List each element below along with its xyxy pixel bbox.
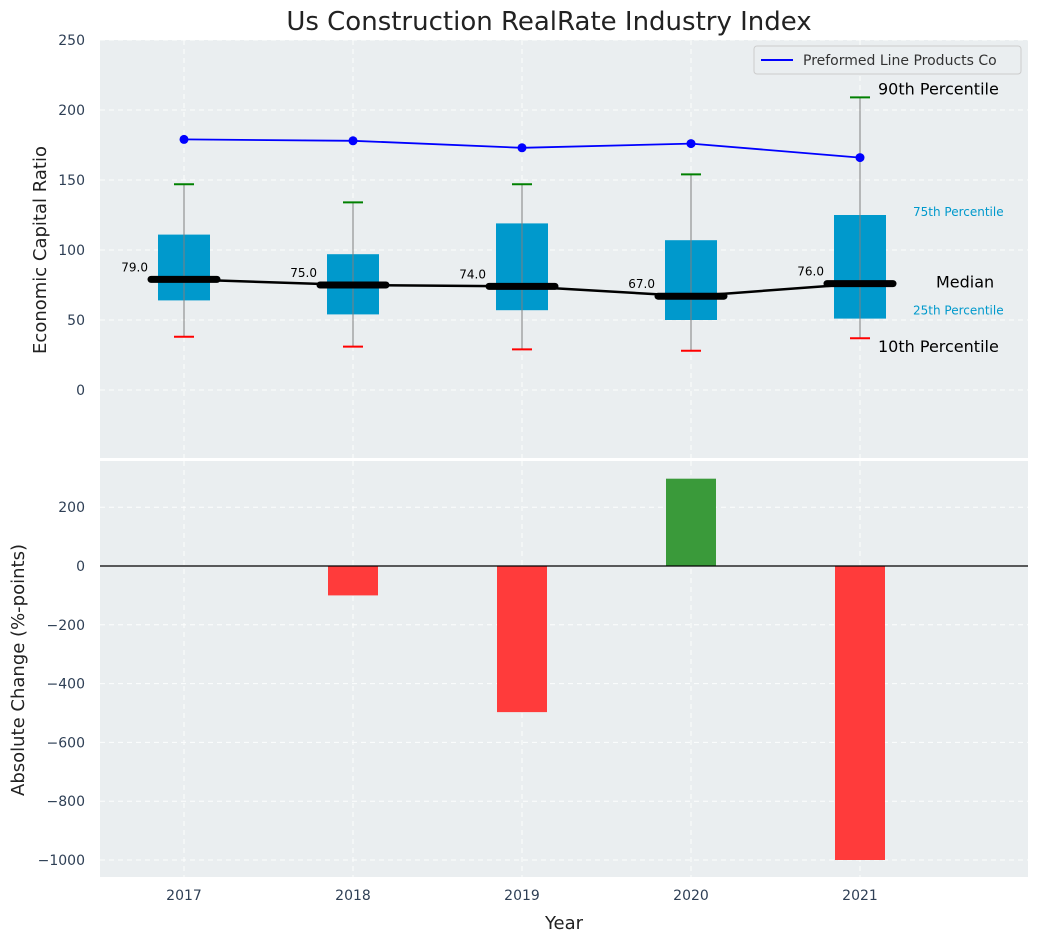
x-axis-label: Year — [544, 913, 584, 934]
bottom-y-axis-label: Absolute Change (%-points) — [8, 544, 29, 796]
p90-annotation: 90th Percentile — [878, 79, 999, 98]
change-bar-2021 — [835, 566, 885, 860]
top-y-tick-label: 100 — [58, 243, 85, 259]
top-y-axis-label: Economic Capital Ratio — [30, 146, 51, 354]
x-tick-label: 2019 — [504, 888, 540, 904]
bottom-y-tick-label: −1000 — [38, 853, 85, 869]
legend-box — [753, 45, 1022, 75]
p10-annotation: 10th Percentile — [878, 337, 999, 356]
p75-annotation: 75th Percentile — [913, 205, 1004, 219]
bottom-y-tick-label: 0 — [76, 559, 85, 575]
bottom-y-tick-label: −200 — [47, 618, 85, 634]
change-bar-2018 — [328, 566, 378, 596]
top-y-tick-label: 200 — [58, 103, 85, 119]
x-tick-label: 2021 — [842, 888, 878, 904]
company-point — [179, 134, 189, 144]
x-tick-label: 2017 — [166, 888, 202, 904]
top-y-tick-labels: 0 50 100 150 200 250 — [58, 33, 85, 399]
bottom-y-tick-labels: −1000 −800 −600 −400 −200 0 200 — [38, 500, 85, 869]
x-tick-labels: 2017 2018 2019 2020 2021 — [166, 888, 878, 904]
change-bar-2019 — [497, 566, 547, 713]
x-tick-label: 2020 — [673, 888, 709, 904]
box-plots — [158, 96, 886, 352]
change-bars — [328, 478, 885, 860]
top-panel: 0 50 100 150 200 250 Economic Capital Ratio 7… — [30, 33, 1028, 458]
top-y-tick-label: 0 — [76, 383, 85, 399]
company-point — [855, 153, 865, 163]
company-point — [686, 139, 696, 149]
company-point — [348, 136, 358, 146]
company-point — [517, 143, 527, 153]
box-2019 — [496, 183, 548, 351]
legend-label: Preformed Line Products Co — [803, 53, 997, 69]
median-value-label: 67.0 — [628, 277, 655, 291]
bottom-plot-area — [100, 461, 1028, 877]
bottom-y-tick-label: 200 — [58, 500, 85, 516]
top-y-tick-label: 150 — [58, 173, 85, 189]
bottom-y-tick-label: −600 — [47, 735, 85, 751]
median-annotation: Median — [936, 273, 994, 292]
median-value-label: 79.0 — [121, 260, 148, 274]
median-trend: 79.0 75.0 74.0 67.0 76.0 — [121, 260, 897, 300]
percentile-annotations: 90th Percentile 75th Percentile Median 25th… — [878, 79, 1004, 356]
box-2020 — [665, 173, 717, 352]
company-series — [179, 134, 865, 163]
top-y-tick-label: 50 — [67, 313, 85, 329]
change-bar-2020 — [666, 478, 716, 566]
box-2017 — [158, 183, 210, 338]
chart-title: Us Construction RealRate Industry Index — [286, 7, 811, 37]
bottom-y-tick-label: −800 — [47, 794, 85, 810]
p25-annotation: 25th Percentile — [913, 304, 1004, 318]
bottom-y-tick-label: −400 — [47, 677, 85, 693]
box-2021 — [834, 96, 886, 340]
median-value-label: 74.0 — [459, 267, 486, 281]
median-value-label: 75.0 — [290, 266, 317, 280]
top-y-tick-label: 250 — [58, 33, 85, 49]
legend: Preformed Line Products Co — [753, 45, 1022, 75]
top-plot-area — [100, 40, 1028, 458]
x-tick-label: 2018 — [335, 888, 371, 904]
median-value-label: 76.0 — [797, 265, 824, 279]
